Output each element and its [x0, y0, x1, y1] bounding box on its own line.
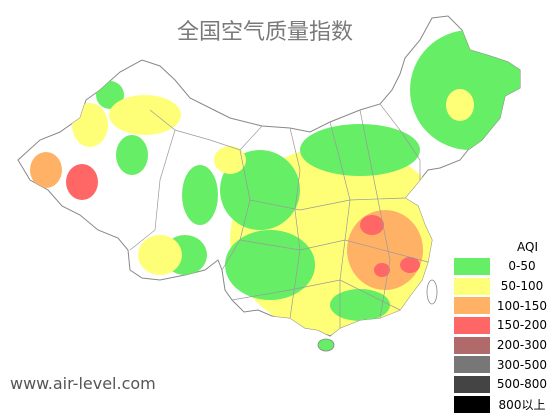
legend-row: 200-300 [454, 334, 554, 355]
legend-row: 0-50 [454, 256, 554, 276]
legend-row: 150-200 [454, 315, 554, 335]
legend-label: 0-50 [508, 259, 536, 274]
aqi-zone-good-northeast [410, 30, 520, 150]
legend-label: 200-300 [496, 338, 548, 353]
legend-label: 300-500 [496, 357, 548, 372]
aqi-zone-moderate-xinjiang-b [109, 95, 181, 135]
legend-row: 300-500 [454, 354, 554, 375]
aqi-zone-good-south [330, 289, 390, 321]
legend-title: AQI [517, 240, 538, 254]
aqi-zone-moderate-tibet [138, 235, 182, 275]
aqi-zone-moderate-qinghai [214, 146, 246, 174]
legend-row: 100-150 [454, 295, 554, 316]
aqi-zone-good-xinjiang-b [96, 81, 124, 109]
legend-swatch [454, 336, 490, 354]
legend-label: 500-800 [496, 377, 548, 392]
aqi-zone-sensitive-central [347, 210, 423, 290]
aqi-zone-good-west [182, 165, 218, 225]
legend-label: 800以上 [498, 397, 546, 412]
aqi-zone-good-xinjiang-a [116, 135, 148, 175]
aqi-zone-sensitive-xinjiang [30, 152, 62, 188]
aqi-legend: AQI 0-50 50-100 100-150 150-200 200-300 300-5… [454, 238, 554, 414]
legend-swatch [454, 316, 490, 334]
hainan-island [317, 338, 335, 352]
map-title: 全国空气质量指数 [176, 20, 353, 45]
aqi-zone-moderate-xinjiang-a [72, 103, 108, 147]
aqi-zone-good-southwest [225, 230, 315, 300]
aqi-zone-good-north [300, 124, 420, 176]
legend-row: 50-100 [454, 275, 554, 296]
legend-swatch [454, 356, 490, 374]
china-aqi-map [17, 15, 521, 352]
province-borders [129, 103, 429, 328]
legend-swatch [454, 395, 490, 413]
taiwan-island [426, 279, 438, 305]
legend-swatch [454, 297, 490, 315]
legend-swatch [454, 277, 490, 295]
legend-swatch [454, 257, 490, 275]
aqi-zone-moderate-northeast [446, 89, 474, 121]
aqi-zone-unhealthy-jiangsu [400, 257, 420, 273]
legend-label: 100-150 [496, 298, 548, 313]
aqi-zone-unhealthy-henan [360, 215, 384, 235]
aqi-zone-unhealthy-anhui [374, 263, 390, 277]
legend-label: 150-200 [496, 318, 548, 333]
watermark-text: www.air-level.com [10, 374, 156, 393]
legend-swatch [454, 375, 490, 393]
legend-row: 500-800 [454, 374, 554, 394]
aqi-zone-unhealthy-kashgar [66, 164, 98, 200]
aqi-surface [30, 30, 520, 335]
legend-label: 50-100 [500, 279, 544, 294]
legend-row: 800以上 [454, 393, 554, 414]
